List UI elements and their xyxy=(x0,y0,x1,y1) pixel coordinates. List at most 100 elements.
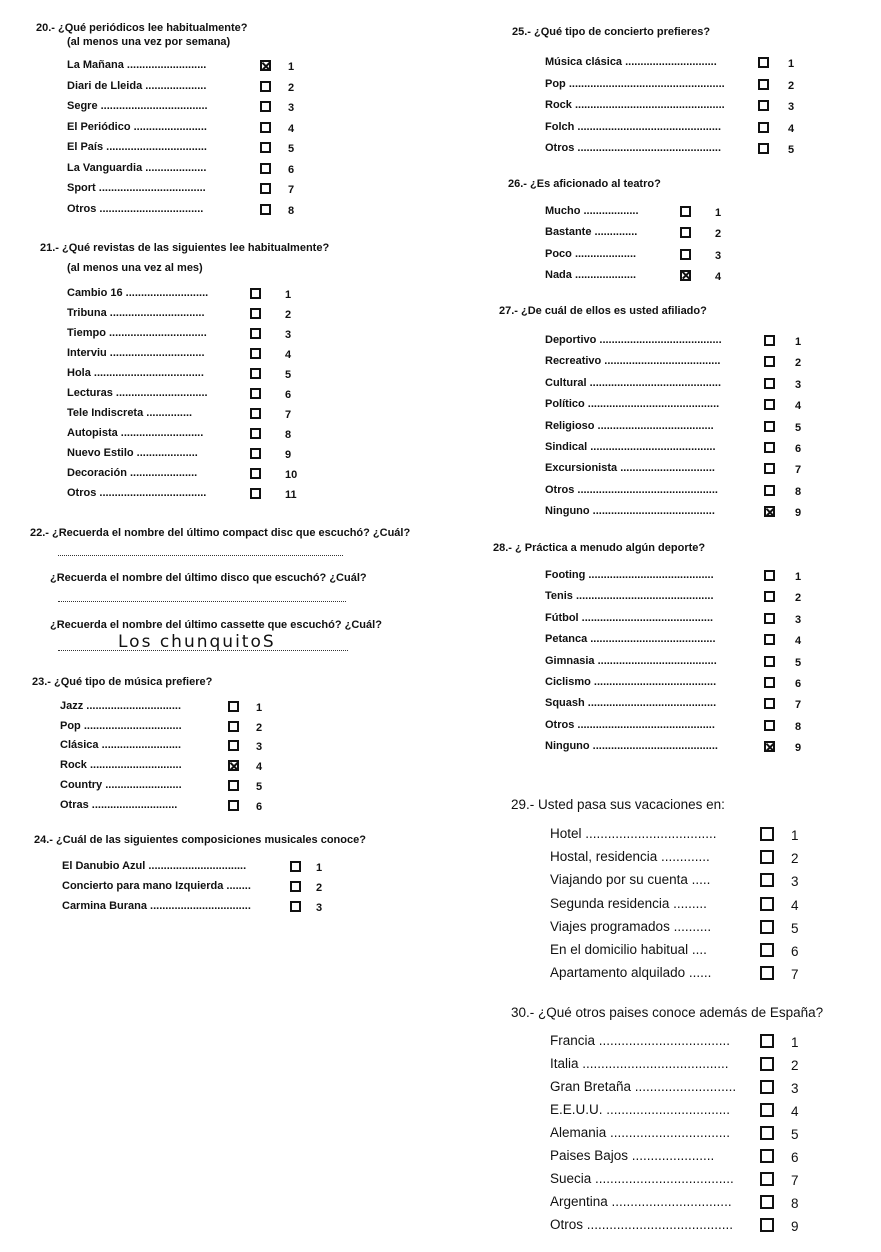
checkbox[interactable] xyxy=(760,850,774,865)
checked-checkbox[interactable] xyxy=(260,60,271,71)
checkbox[interactable] xyxy=(764,570,775,581)
q22-cd-answer-line[interactable] xyxy=(58,555,343,556)
checkbox[interactable] xyxy=(250,368,261,379)
q28-option-number: 5 xyxy=(795,656,802,669)
q29-option-label: En el domicilio habitual .... xyxy=(550,942,707,957)
checkbox[interactable] xyxy=(764,698,775,710)
checkbox[interactable] xyxy=(760,1057,774,1071)
checkbox[interactable] xyxy=(260,80,271,92)
checkbox[interactable] xyxy=(260,162,271,174)
q20-option-label: La Mañana .......................... xyxy=(67,59,207,71)
checkbox[interactable] xyxy=(680,206,691,217)
checkbox[interactable] xyxy=(250,388,261,399)
checkbox[interactable] xyxy=(764,484,775,496)
checkbox[interactable] xyxy=(260,203,271,215)
checkbox[interactable] xyxy=(250,288,261,299)
checkbox[interactable] xyxy=(260,183,271,194)
q22-cassette-answer[interactable]: Los chunquitoS xyxy=(118,632,276,652)
checkbox[interactable] xyxy=(760,1126,774,1140)
checkbox[interactable] xyxy=(250,468,261,479)
q21-option-label: Hola ...................................… xyxy=(67,367,204,379)
checkbox[interactable] xyxy=(760,827,774,841)
checkbox[interactable] xyxy=(760,1195,774,1209)
q21-option-label: Decoración ...................... xyxy=(67,467,198,479)
checked-checkbox[interactable] xyxy=(764,741,775,753)
checkbox[interactable] xyxy=(764,655,775,667)
q23-option-number: 5 xyxy=(256,780,263,793)
checkbox[interactable] xyxy=(760,919,774,934)
q30-option-number: 8 xyxy=(791,1196,799,1211)
checked-checkbox[interactable] xyxy=(764,506,775,518)
checkbox[interactable] xyxy=(228,779,239,791)
checkbox[interactable] xyxy=(250,448,261,459)
q23-option-number: 1 xyxy=(256,702,263,714)
q21-option-number: 11 xyxy=(285,489,297,501)
checkbox[interactable] xyxy=(760,1172,774,1186)
q23-option-number: 3 xyxy=(256,741,263,754)
q26-option-number: 4 xyxy=(715,270,722,283)
checkbox[interactable] xyxy=(250,308,261,319)
checkbox[interactable] xyxy=(764,442,775,453)
checkbox[interactable] xyxy=(260,101,271,112)
checkbox[interactable] xyxy=(228,701,239,712)
checkbox[interactable] xyxy=(764,591,775,603)
checkbox[interactable] xyxy=(250,488,261,499)
checkbox[interactable] xyxy=(250,328,261,339)
checkbox[interactable] xyxy=(290,901,301,912)
checkbox[interactable] xyxy=(260,121,271,133)
checkbox[interactable] xyxy=(680,227,691,239)
checkbox[interactable] xyxy=(760,1149,774,1163)
q28-option-label: Squash .................................… xyxy=(545,697,717,710)
checkbox[interactable] xyxy=(758,143,769,154)
checkbox[interactable] xyxy=(290,861,301,872)
checked-checkbox[interactable] xyxy=(680,269,691,281)
checkbox[interactable] xyxy=(758,78,769,90)
checkbox[interactable] xyxy=(760,966,774,981)
checkbox[interactable] xyxy=(764,399,775,411)
q29-option-number: 7 xyxy=(791,967,799,983)
checkbox[interactable] xyxy=(760,873,774,888)
checkbox[interactable] xyxy=(758,121,769,133)
checkbox[interactable] xyxy=(760,896,774,911)
q21-option-label: Cambio 16 ........................... xyxy=(67,287,209,299)
checkbox[interactable] xyxy=(760,943,774,957)
checkbox[interactable] xyxy=(764,356,775,368)
checkbox[interactable] xyxy=(250,408,261,419)
q30-option-label: Suecia .................................… xyxy=(550,1171,734,1186)
q22-disco-answer-line[interactable] xyxy=(58,601,346,602)
checkbox[interactable] xyxy=(764,420,775,432)
checkbox[interactable] xyxy=(290,881,301,892)
q21-option-number: 1 xyxy=(285,289,292,301)
checkbox[interactable] xyxy=(250,348,261,359)
checkbox[interactable] xyxy=(760,1218,774,1232)
checkbox[interactable] xyxy=(760,1080,774,1094)
q23-option-label: Rock .............................. xyxy=(60,759,182,772)
checkbox[interactable] xyxy=(764,677,775,688)
checkbox[interactable] xyxy=(228,720,239,732)
checkbox[interactable] xyxy=(764,719,775,731)
checkbox[interactable] xyxy=(764,634,775,646)
q27-option-label: Otros ..................................… xyxy=(545,483,718,496)
checked-checkbox[interactable] xyxy=(228,760,239,772)
q26-option-label: Mucho .................. xyxy=(545,205,639,217)
checkbox[interactable] xyxy=(758,100,769,111)
checkbox[interactable] xyxy=(760,1103,774,1117)
checkbox[interactable] xyxy=(228,740,239,752)
q20-option-number: 7 xyxy=(288,184,295,196)
checkbox[interactable] xyxy=(680,248,691,260)
q21-subtitle: (al menos una vez al mes) xyxy=(67,262,203,274)
checkbox[interactable] xyxy=(260,142,271,153)
checkbox[interactable] xyxy=(764,463,775,475)
q21-option-number: 5 xyxy=(285,369,292,381)
checkbox[interactable] xyxy=(250,428,261,439)
checkbox[interactable] xyxy=(758,57,769,68)
q27-option-label: Religioso ..............................… xyxy=(545,419,714,432)
q20-option-number: 4 xyxy=(288,122,295,135)
checkbox[interactable] xyxy=(760,1034,774,1048)
checkbox[interactable] xyxy=(764,335,775,346)
checkbox[interactable] xyxy=(228,799,239,811)
q22-disco-question: ¿Recuerda el nombre del último disco que… xyxy=(50,572,367,584)
checkbox[interactable] xyxy=(764,377,775,389)
checkbox[interactable] xyxy=(764,612,775,624)
q22-cassette-answer-line[interactable] xyxy=(58,650,348,651)
